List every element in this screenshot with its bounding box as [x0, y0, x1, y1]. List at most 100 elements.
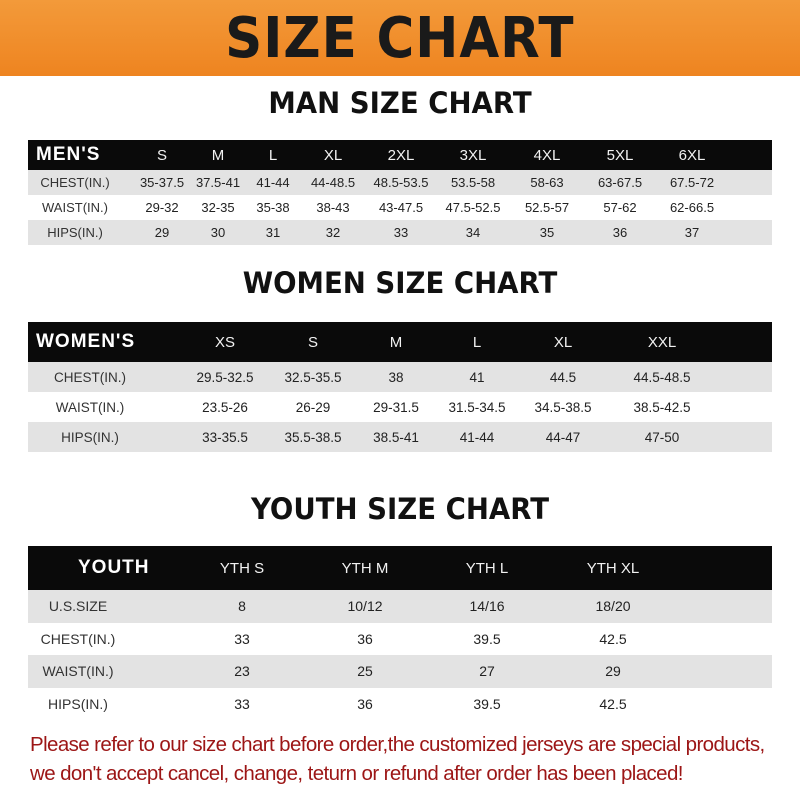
table-cell: 37.5-41 [195, 175, 241, 190]
table-row: WAIST(IN.) 29-32 32-35 35-38 38-43 43-47.5 47.… [28, 195, 772, 220]
table-header-label: WOMEN'S [36, 331, 136, 352]
table-row: CHEST(IN.) 29.5-32.5 32.5-35.5 38 41 44.5 44.5… [28, 362, 772, 392]
table-cell: 29 [605, 663, 621, 680]
table-row: HIPS(IN.) 29 30 31 32 33 34 35 36 37 [28, 220, 772, 245]
row-label: WAIST(IN.) [42, 200, 108, 215]
table-cell: 31.5-34.5 [448, 399, 506, 415]
table-cell: 32.5-35.5 [284, 369, 342, 385]
table-cell: 8 [238, 598, 246, 615]
table-cell: 35-38 [256, 200, 290, 215]
size-header: 3XL [459, 146, 487, 164]
row-label: WAIST(IN.) [42, 663, 114, 680]
table-cell: 33 [234, 695, 250, 712]
table-header-label: YOUTH [78, 557, 150, 578]
table-cell: 67.5-72 [669, 175, 715, 190]
size-header: XXL [647, 333, 677, 351]
banner: SIZE CHART [0, 0, 800, 76]
table-cell: 29-31.5 [373, 399, 419, 415]
table-cell: 33 [234, 630, 250, 647]
row-label: CHEST(IN.) [54, 369, 126, 385]
table-cell: 57-62 [603, 200, 637, 215]
table-cell: 58-63 [530, 175, 564, 190]
table-cell: 36 [612, 225, 628, 240]
size-header: 2XL [387, 146, 415, 164]
table-cell: 14/16 [469, 598, 505, 615]
table-cell: 41-44 [459, 429, 495, 445]
size-header: YTH S [219, 559, 265, 577]
table-row: HIPS(IN.) 33 36 39.5 42.5 [28, 688, 772, 721]
size-header: YTH L [465, 559, 509, 577]
table-cell: 29.5-32.5 [196, 369, 254, 385]
table-cell: 33-35.5 [202, 429, 248, 445]
table-cell: 29 [154, 225, 170, 240]
size-header: XS [214, 333, 236, 351]
table-cell: 48.5-53.5 [373, 175, 429, 190]
row-label: WAIST(IN.) [55, 399, 125, 415]
table-cell: 38-43 [316, 200, 350, 215]
table-cell: 43-47.5 [378, 200, 424, 215]
table-cell: 33 [393, 225, 409, 240]
table-cell: 26-29 [295, 399, 331, 415]
table-cell: 39.5 [473, 630, 501, 647]
table-cell: 44.5 [549, 369, 577, 385]
table-row: CHEST(IN.) 35-37.5 37.5-41 41-44 44-48.5 48.5… [28, 170, 772, 195]
table-header-label: MEN'S [36, 144, 101, 165]
size-header: XL [553, 333, 573, 351]
table-header-row: YOUTH YTH S YTH M YTH L YTH XL [28, 546, 772, 590]
table-cell: 38.5-42.5 [633, 399, 691, 415]
size-header: L [268, 146, 278, 164]
size-header: M [389, 333, 403, 351]
table-cell: 31 [265, 225, 281, 240]
table-cell: 37 [684, 225, 700, 240]
table-cell: 30 [210, 225, 226, 240]
size-header: L [472, 333, 482, 351]
table-cell: 47-50 [644, 429, 680, 445]
table-row: WAIST(IN.) 23.5-26 26-29 29-31.5 31.5-34.5 34… [28, 392, 772, 422]
table-row: HIPS(IN.) 33-35.5 35.5-38.5 38.5-41 41-44 44-… [28, 422, 772, 452]
table-cell: 23.5-26 [202, 399, 248, 415]
table-header-row: MEN'S S M L XL 2XL 3XL 4XL 5XL 6XL [28, 140, 772, 170]
youth-section-title: YOUTH SIZE CHART [250, 492, 550, 526]
table-cell: 25 [357, 663, 373, 680]
size-header: M [211, 146, 225, 164]
table-header-row: WOMEN'S XS S M L XL XXL [28, 322, 772, 362]
size-header: S [307, 333, 319, 351]
table-cell: 35 [539, 225, 555, 240]
table-cell: 23 [234, 663, 250, 680]
table-cell: 39.5 [473, 695, 501, 712]
table-cell: 41 [469, 369, 485, 385]
table-cell: 36 [357, 630, 373, 647]
size-header: YTH M [341, 559, 389, 577]
table-cell: 29-32 [145, 200, 179, 215]
table-cell: 44-48.5 [310, 175, 356, 190]
table-cell: 52.5-57 [524, 200, 570, 215]
table-cell: 41-44 [256, 175, 290, 190]
table-row: CHEST(IN.) 33 36 39.5 42.5 [28, 623, 772, 656]
size-header: 6XL [678, 146, 706, 164]
banner-title: SIZE CHART [225, 5, 575, 71]
table-cell: 36 [357, 695, 373, 712]
table-cell: 38.5-41 [373, 429, 419, 445]
table-cell: 62-66.5 [669, 200, 715, 215]
table-cell: 27 [479, 663, 495, 680]
table-cell: 34 [465, 225, 481, 240]
size-header: S [156, 146, 168, 164]
men-section-title: MAN SIZE CHART [268, 86, 532, 120]
size-header: XL [323, 146, 343, 164]
row-label: HIPS(IN.) [47, 225, 103, 240]
table-cell: 35.5-38.5 [284, 429, 342, 445]
table-cell: 38 [388, 369, 404, 385]
men-size-table: MEN'S S M L XL 2XL 3XL 4XL 5XL 6XL CHEST(IN.) 35-37… [28, 140, 772, 245]
size-header: 4XL [533, 146, 561, 164]
row-label: HIPS(IN.) [48, 695, 108, 712]
table-cell: 18/20 [595, 598, 631, 615]
table-cell: 32 [325, 225, 341, 240]
row-label: CHEST(IN.) [40, 175, 110, 190]
size-header: 5XL [606, 146, 634, 164]
table-row: U.S.SIZE 8 10/12 14/16 18/20 [28, 590, 772, 623]
table-cell: 42.5 [599, 695, 627, 712]
women-size-table: WOMEN'S XS S M L XL XXL CHEST(IN.) 29.5-32.5 32.5… [28, 322, 772, 452]
row-label: HIPS(IN.) [61, 429, 119, 445]
table-cell: 47.5-52.5 [445, 200, 501, 215]
youth-size-table: YOUTH YTH S YTH M YTH L YTH XL U.S.SIZE 8 10/12… [28, 546, 772, 720]
